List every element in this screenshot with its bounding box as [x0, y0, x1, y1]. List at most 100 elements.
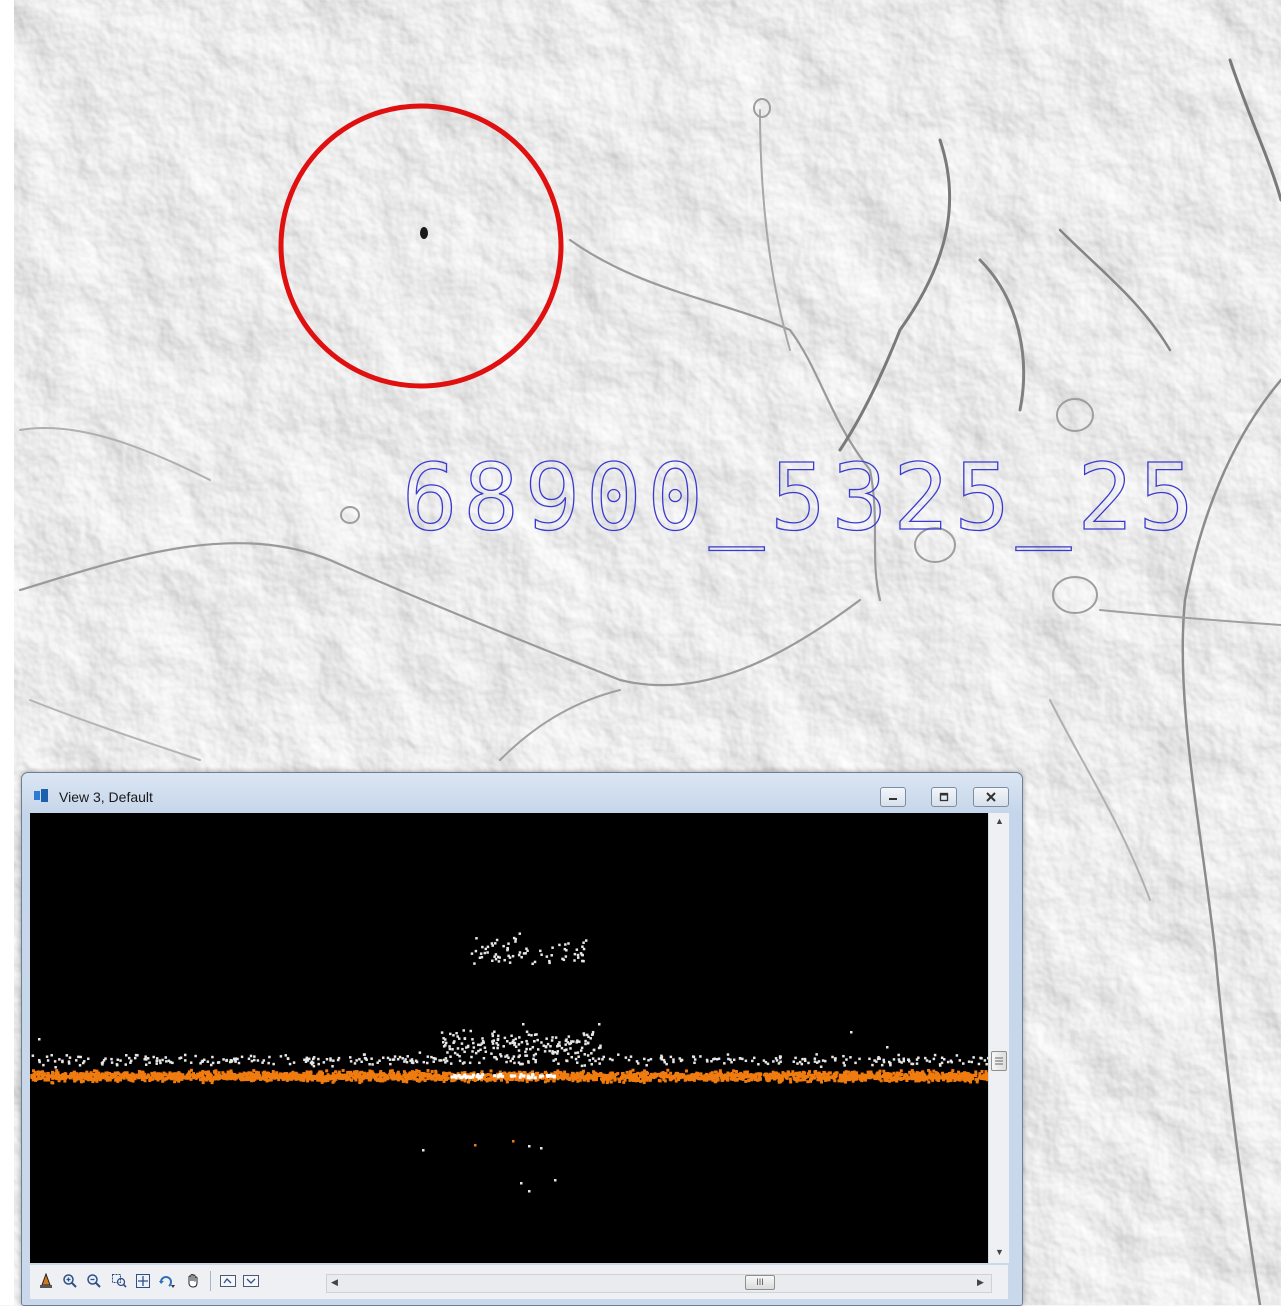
ground-point: [601, 1075, 605, 1079]
ground-point: [527, 1078, 531, 1082]
point-cloud-viewport[interactable]: [30, 813, 988, 1263]
point: [586, 1054, 590, 1057]
place-fence-tool[interactable]: [36, 1271, 56, 1291]
point: [647, 1059, 650, 1062]
ground-point: [644, 1072, 648, 1076]
zoom-out-tool[interactable]: [84, 1271, 104, 1291]
point: [520, 1062, 523, 1066]
ground-point: [586, 1079, 590, 1083]
point: [568, 1042, 571, 1046]
point: [449, 1032, 452, 1036]
ground-point: [663, 1079, 667, 1083]
window-titlebar[interactable]: View 3, Default: [22, 773, 1022, 811]
horizontal-scroll-thumb[interactable]: III: [745, 1275, 775, 1290]
ground-point: [823, 1071, 827, 1075]
ground-point: [855, 1077, 859, 1081]
point: [540, 1147, 543, 1150]
ground-point: [201, 1070, 205, 1074]
fit-view-tool[interactable]: [133, 1271, 153, 1291]
point: [478, 1061, 481, 1065]
ground-point: [138, 1071, 142, 1075]
ground-point: [941, 1071, 945, 1075]
point-cloud[interactable]: [30, 813, 988, 1263]
ground-point: [185, 1073, 189, 1077]
horizontal-scrollbar[interactable]: ◀ III ▶: [326, 1274, 992, 1293]
rotate-view-tool[interactable]: [157, 1271, 177, 1291]
ground-point: [422, 1074, 426, 1078]
ground-point: [822, 1075, 826, 1079]
point: [514, 940, 517, 943]
point: [119, 1059, 122, 1062]
ground-point: [273, 1075, 277, 1079]
ground-point: [765, 1076, 769, 1080]
point: [556, 1045, 559, 1048]
ground-point: [901, 1077, 905, 1081]
ground-point: [467, 1073, 471, 1077]
ground-point: [744, 1075, 748, 1079]
ground-point: [982, 1074, 986, 1078]
scroll-down-icon[interactable]: ▼: [995, 1247, 1004, 1257]
vertical-scrollbar[interactable]: ▲ ▼: [988, 813, 1009, 1263]
pan-view-icon: [188, 1273, 198, 1288]
ground-point: [321, 1079, 325, 1083]
ground-point: [137, 1076, 141, 1080]
ground-point: [258, 1076, 262, 1080]
point: [807, 1061, 810, 1065]
zoom-in-tool[interactable]: [60, 1271, 80, 1291]
ground-point: [586, 1072, 590, 1076]
point: [955, 1054, 959, 1057]
point: [504, 1055, 507, 1058]
point: [526, 1076, 530, 1080]
scroll-left-icon[interactable]: ◀: [331, 1277, 338, 1287]
ground-point: [111, 1075, 115, 1079]
next-view-tool[interactable]: [241, 1271, 261, 1291]
ground-point: [584, 1076, 588, 1080]
ground-point: [908, 1070, 912, 1074]
ground-point: [830, 1076, 834, 1080]
ground-point: [256, 1075, 260, 1079]
ground-point: [540, 1076, 544, 1080]
ground-point: [573, 1074, 577, 1078]
point: [518, 1054, 521, 1057]
ground-point: [720, 1076, 724, 1080]
point: [546, 1042, 550, 1046]
ground-point: [415, 1069, 419, 1073]
close-button[interactable]: [973, 787, 1009, 807]
grip-icon: [995, 1057, 1003, 1065]
window-area-tool[interactable]: [109, 1271, 129, 1291]
view-toolbar: ◀ III ▶: [30, 1265, 1008, 1299]
view-window[interactable]: View 3, Default ▲ ▼: [21, 772, 1023, 1306]
point: [505, 1060, 508, 1064]
point: [608, 1057, 612, 1061]
ground-point: [153, 1071, 157, 1075]
ground-point: [361, 1077, 365, 1081]
previous-view-tool[interactable]: [218, 1271, 238, 1291]
ground-point: [724, 1074, 728, 1078]
ground-point: [600, 1073, 604, 1077]
point: [573, 959, 576, 962]
ground-point: [383, 1078, 387, 1082]
restore-button[interactable]: [931, 787, 957, 807]
point: [288, 1062, 292, 1066]
ground-point: [230, 1076, 234, 1080]
ground-point: [72, 1070, 76, 1074]
point: [546, 1075, 550, 1079]
minimize-button[interactable]: [880, 787, 906, 807]
pan-view-tool[interactable]: [183, 1271, 203, 1291]
scroll-right-icon[interactable]: ▶: [977, 1277, 984, 1287]
point: [453, 1051, 457, 1055]
ground-point: [749, 1074, 753, 1078]
ground-point: [636, 1078, 640, 1082]
ground-point: [227, 1072, 231, 1076]
point: [558, 943, 561, 947]
ground-point: [338, 1072, 342, 1076]
ground-point: [343, 1073, 347, 1077]
point: [843, 1064, 846, 1067]
vertical-scroll-thumb[interactable]: [991, 1051, 1007, 1071]
point: [635, 1060, 639, 1063]
scroll-up-icon[interactable]: ▲: [995, 816, 1004, 826]
ground-point: [937, 1074, 941, 1078]
ground-point: [860, 1072, 864, 1076]
point: [764, 1061, 768, 1064]
point: [292, 1061, 296, 1064]
